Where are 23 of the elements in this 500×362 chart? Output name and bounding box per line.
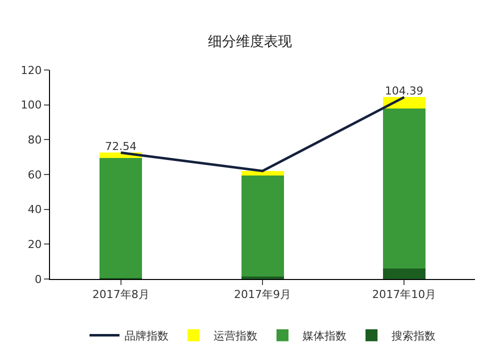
bar [241,175,284,276]
x-tick-label: 2017年9月 [234,288,291,302]
y-tick-label: 80 [28,134,42,147]
y-tick-label: 60 [28,168,42,182]
legend-label: 搜索指数 [392,330,436,343]
y-tick-label: 0 [34,272,42,286]
bar [382,268,426,279]
y-tick-label: 100 [20,98,42,112]
bar [241,171,284,176]
x-tick-label: 2017年8月 [92,288,150,302]
legend-label: 运营指数 [214,330,258,343]
chart-title: 细分维度表现 [208,34,292,50]
bar [241,276,284,279]
bar [100,158,142,278]
bar [382,108,426,269]
data-label: 72.54 [105,140,137,153]
y-tick-label: 120 [20,64,42,77]
y-tick-label: 40 [28,203,42,216]
y-tick-label: 20 [28,238,42,252]
legend-label: 媒体指数 [302,330,346,343]
data-label: 104.39 [384,84,424,98]
x-tick-label: 2017年10月 [372,288,436,302]
legend-label: 品牌指数 [124,330,168,343]
